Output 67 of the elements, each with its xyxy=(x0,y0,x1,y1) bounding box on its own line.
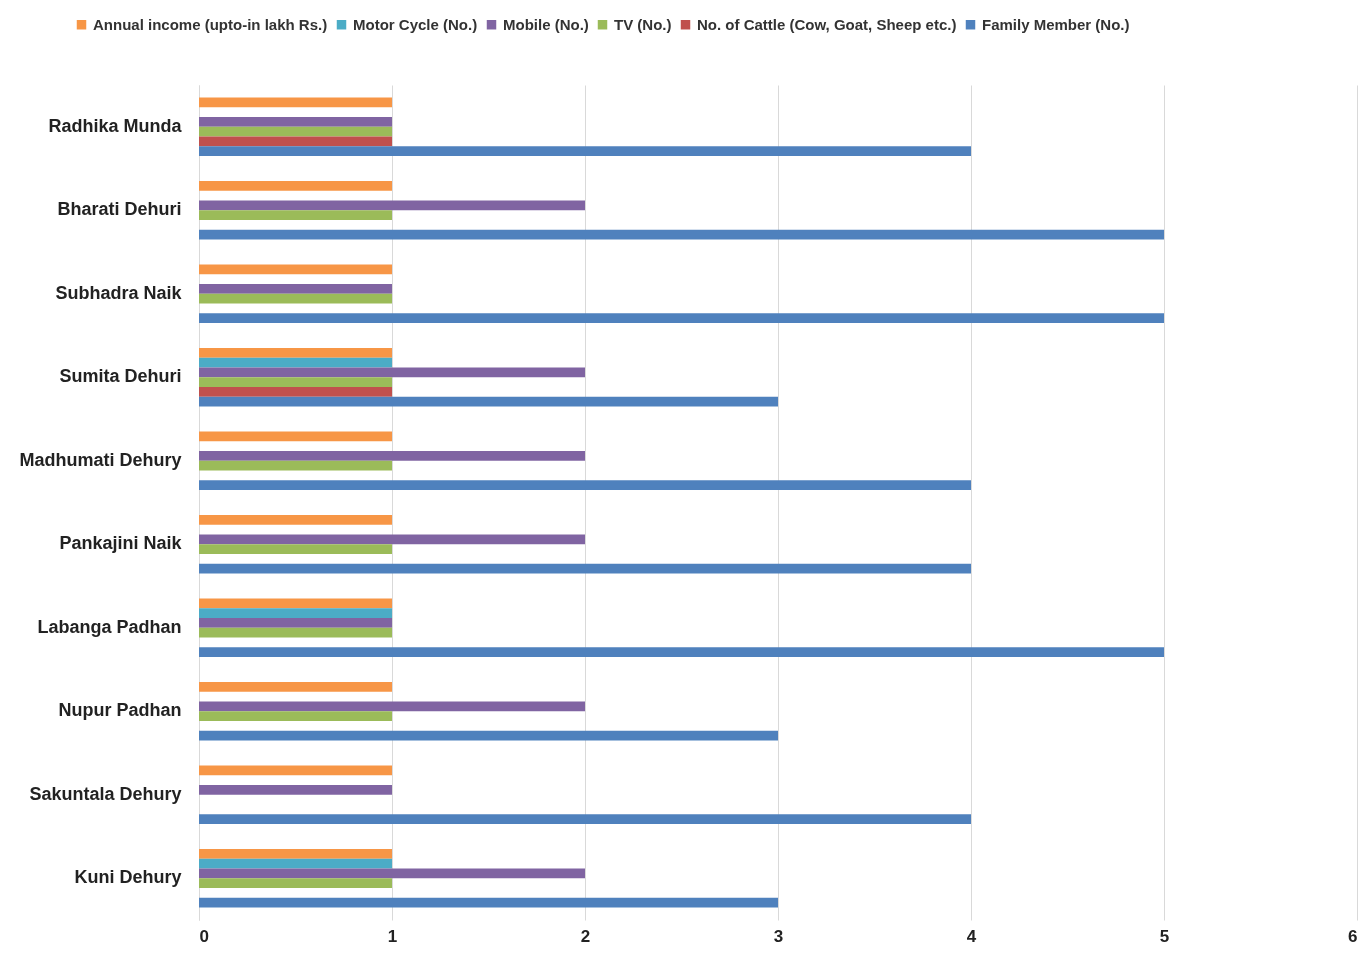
bar xyxy=(199,367,585,378)
legend-label: Mobile (No.) xyxy=(503,15,589,33)
bar xyxy=(199,627,392,638)
y-tick-label: Radhika Munda xyxy=(48,115,183,136)
y-tick-label: Nupur Padhan xyxy=(58,700,182,721)
x-tick-label: 6 xyxy=(1348,926,1358,946)
bar xyxy=(199,814,971,824)
bar xyxy=(199,868,585,879)
legend-label: TV (No.) xyxy=(614,15,672,33)
bar xyxy=(199,563,971,574)
y-tick-label: Pankajini Naik xyxy=(59,533,183,554)
bar xyxy=(199,858,392,869)
bar xyxy=(199,785,392,795)
legend-label: Motor Cycle (No.) xyxy=(353,15,478,33)
bar xyxy=(199,431,392,442)
bar xyxy=(199,97,392,108)
x-tick-label: 1 xyxy=(387,926,398,946)
bar xyxy=(199,618,392,628)
bar xyxy=(199,377,392,387)
bar xyxy=(199,534,585,545)
x-tick-label: 2 xyxy=(580,926,591,946)
y-tick-label: Subhadra Naik xyxy=(55,282,183,303)
bar xyxy=(199,386,392,397)
x-tick-label: 3 xyxy=(773,926,784,946)
bar xyxy=(199,682,392,692)
bar xyxy=(199,544,392,554)
bar xyxy=(199,126,392,137)
y-tick-label: Labanga Padhan xyxy=(37,616,182,637)
bar xyxy=(199,878,392,888)
bar xyxy=(199,146,971,156)
y-tick-label: Sumita Dehuri xyxy=(59,366,182,387)
bar xyxy=(199,313,1164,323)
bar xyxy=(199,117,392,127)
bar xyxy=(199,515,392,525)
x-tick-label: 5 xyxy=(1159,926,1170,946)
bar xyxy=(199,396,778,407)
bar xyxy=(199,200,585,211)
bar xyxy=(199,181,392,191)
bar xyxy=(199,451,585,461)
bar xyxy=(199,765,392,776)
bar xyxy=(199,293,392,304)
legend-label: Family Member (No.) xyxy=(982,15,1130,33)
bar xyxy=(199,598,392,609)
bar xyxy=(199,849,392,859)
bar xyxy=(199,897,778,908)
bar xyxy=(199,348,392,358)
bar xyxy=(199,229,1164,240)
y-tick-label: Bharati Dehuri xyxy=(57,199,182,220)
bar xyxy=(199,357,392,368)
bar xyxy=(199,711,392,721)
bar xyxy=(199,136,392,147)
bar xyxy=(199,210,392,220)
bar xyxy=(199,284,392,294)
bar xyxy=(199,730,778,741)
bar xyxy=(199,480,971,490)
bar xyxy=(199,608,392,619)
bar xyxy=(199,264,392,275)
y-tick-label: Kuni Dehury xyxy=(74,867,182,888)
bar xyxy=(199,647,1164,657)
bar xyxy=(199,460,392,471)
x-tick-label: 4 xyxy=(966,926,977,946)
y-tick-label: Sakuntala Dehury xyxy=(29,783,182,804)
legend-label: Annual income (upto-in lakh Rs.) xyxy=(93,15,328,33)
x-tick-label: 0 xyxy=(199,926,209,946)
y-tick-label: Madhumati Dehury xyxy=(19,449,182,470)
bar xyxy=(199,701,585,712)
legend-label: No. of Cattle (Cow, Goat, Sheep etc.) xyxy=(697,15,957,33)
